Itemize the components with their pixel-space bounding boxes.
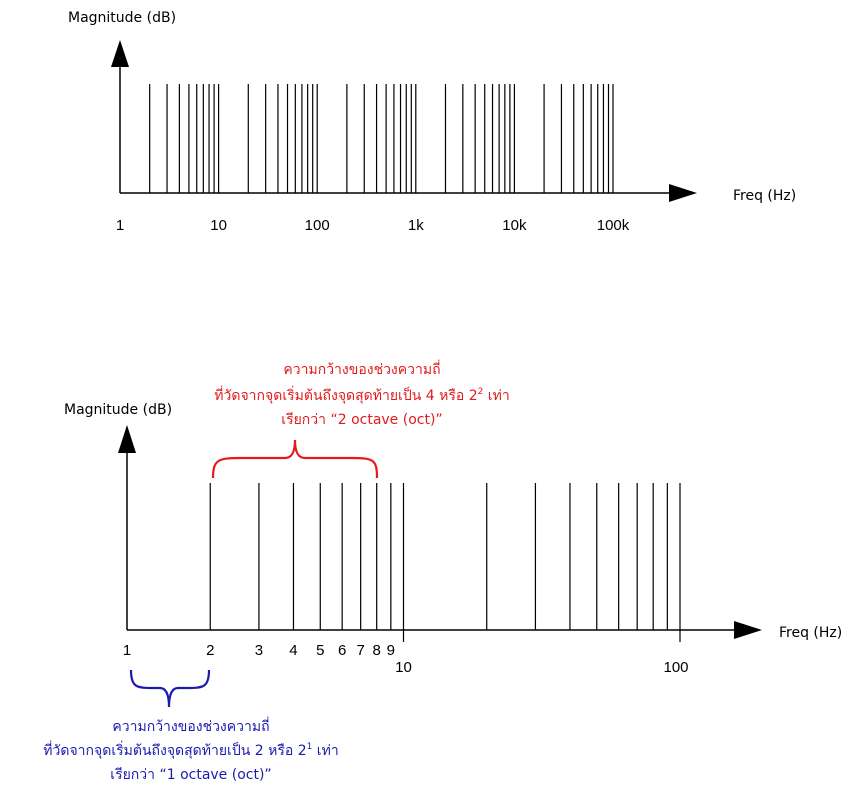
- red-annotation: ความกว้างของช่วงความถี่ ที่วัดจากจุดเริ่…: [214, 360, 509, 428]
- log-frequency-chart-1to100k: Magnitude (dB) Freq (Hz) 1 10 100 1k 10k 100k: [68, 10, 796, 234]
- blue-octave-brace: [129, 669, 211, 708]
- c2-tick-label: 1: [123, 642, 131, 659]
- c1-tick-labels: 1 10 100 1k 10k 100k: [116, 217, 630, 234]
- c1-tick-label: 1k: [408, 217, 424, 234]
- c2-tick-label: 9: [387, 642, 395, 659]
- c2-tick-label: 4: [289, 642, 297, 659]
- c2-tick-label: 5: [316, 642, 324, 659]
- blue-annotation-line1: ความกว้างของช่วงความถี่: [112, 717, 269, 735]
- c2-y-axis-arrow: [118, 425, 136, 453]
- red-annotation-line2: ที่วัดจากจุดเริ่มต้นถึงจุดสุดท้ายเป็น 4 …: [214, 386, 509, 404]
- red-annotation-line3: เรียกว่า “2 octave (oct)”: [281, 412, 442, 428]
- red-line2-superscript: 2: [478, 387, 484, 397]
- c1-tick-label: 10: [210, 217, 227, 234]
- c1-tick-label: 100k: [597, 217, 630, 234]
- blue-annotation-line2: ที่วัดจากจุดเริ่มต้นถึงจุดสุดท้ายเป็น 2 …: [43, 741, 338, 759]
- c1-tick-label: 1: [116, 217, 124, 234]
- c2-tick-label: 6: [338, 642, 346, 659]
- c1-frequency-lines: [149, 84, 614, 193]
- c2-tick-labels: 1 2 3 4 5 6 7 8 910 100: [123, 642, 689, 676]
- c1-y-axis-arrow: [111, 40, 129, 67]
- c2-tick-label: 100: [663, 659, 688, 676]
- c2-tick-label: 2: [206, 642, 214, 659]
- c2-tick-label: 10: [395, 659, 412, 676]
- blue-line2-main: ที่วัดจากจุดเริ่มต้นถึงจุดสุดท้ายเป็น 2 …: [43, 741, 306, 759]
- c2-y-axis-label: Magnitude (dB): [64, 402, 172, 418]
- blue-annotation: ความกว้างของช่วงความถี่ ที่วัดจากจุดเริ่…: [43, 717, 338, 783]
- c1-x-axis-label: Freq (Hz): [733, 188, 796, 204]
- c2-frequency-lines: [209, 483, 681, 642]
- blue-annotation-line3: เรียกว่า “1 octave (oct)”: [110, 767, 271, 783]
- c2-x-axis-arrow: [734, 621, 762, 639]
- c2-tick-label: 8: [373, 642, 381, 659]
- c1-tick-label: 10k: [502, 217, 527, 234]
- c2-tick-label: 7: [356, 642, 364, 659]
- red-octave-brace: [211, 439, 379, 479]
- c2-x-axis-label: Freq (Hz): [779, 625, 842, 641]
- red-line2-main: ที่วัดจากจุดเริ่มต้นถึงจุดสุดท้ายเป็น 4 …: [214, 386, 477, 404]
- c2-tick-label: 3: [255, 642, 263, 659]
- c1-y-axis-label: Magnitude (dB): [68, 10, 176, 26]
- red-annotation-line1: ความกว้างของช่วงความถี่: [283, 360, 440, 378]
- blue-line2-tail: เท่า: [312, 743, 338, 759]
- blue-line2-superscript: 1: [307, 742, 313, 752]
- red-line2-tail: เท่า: [483, 388, 509, 404]
- log-frequency-chart-1to100: Magnitude (dB) Freq (Hz) 1 2 3 4 5 6 7 8 910 100 …: [43, 360, 842, 783]
- c1-x-axis-arrow: [669, 184, 697, 202]
- c1-tick-label: 100: [305, 217, 330, 234]
